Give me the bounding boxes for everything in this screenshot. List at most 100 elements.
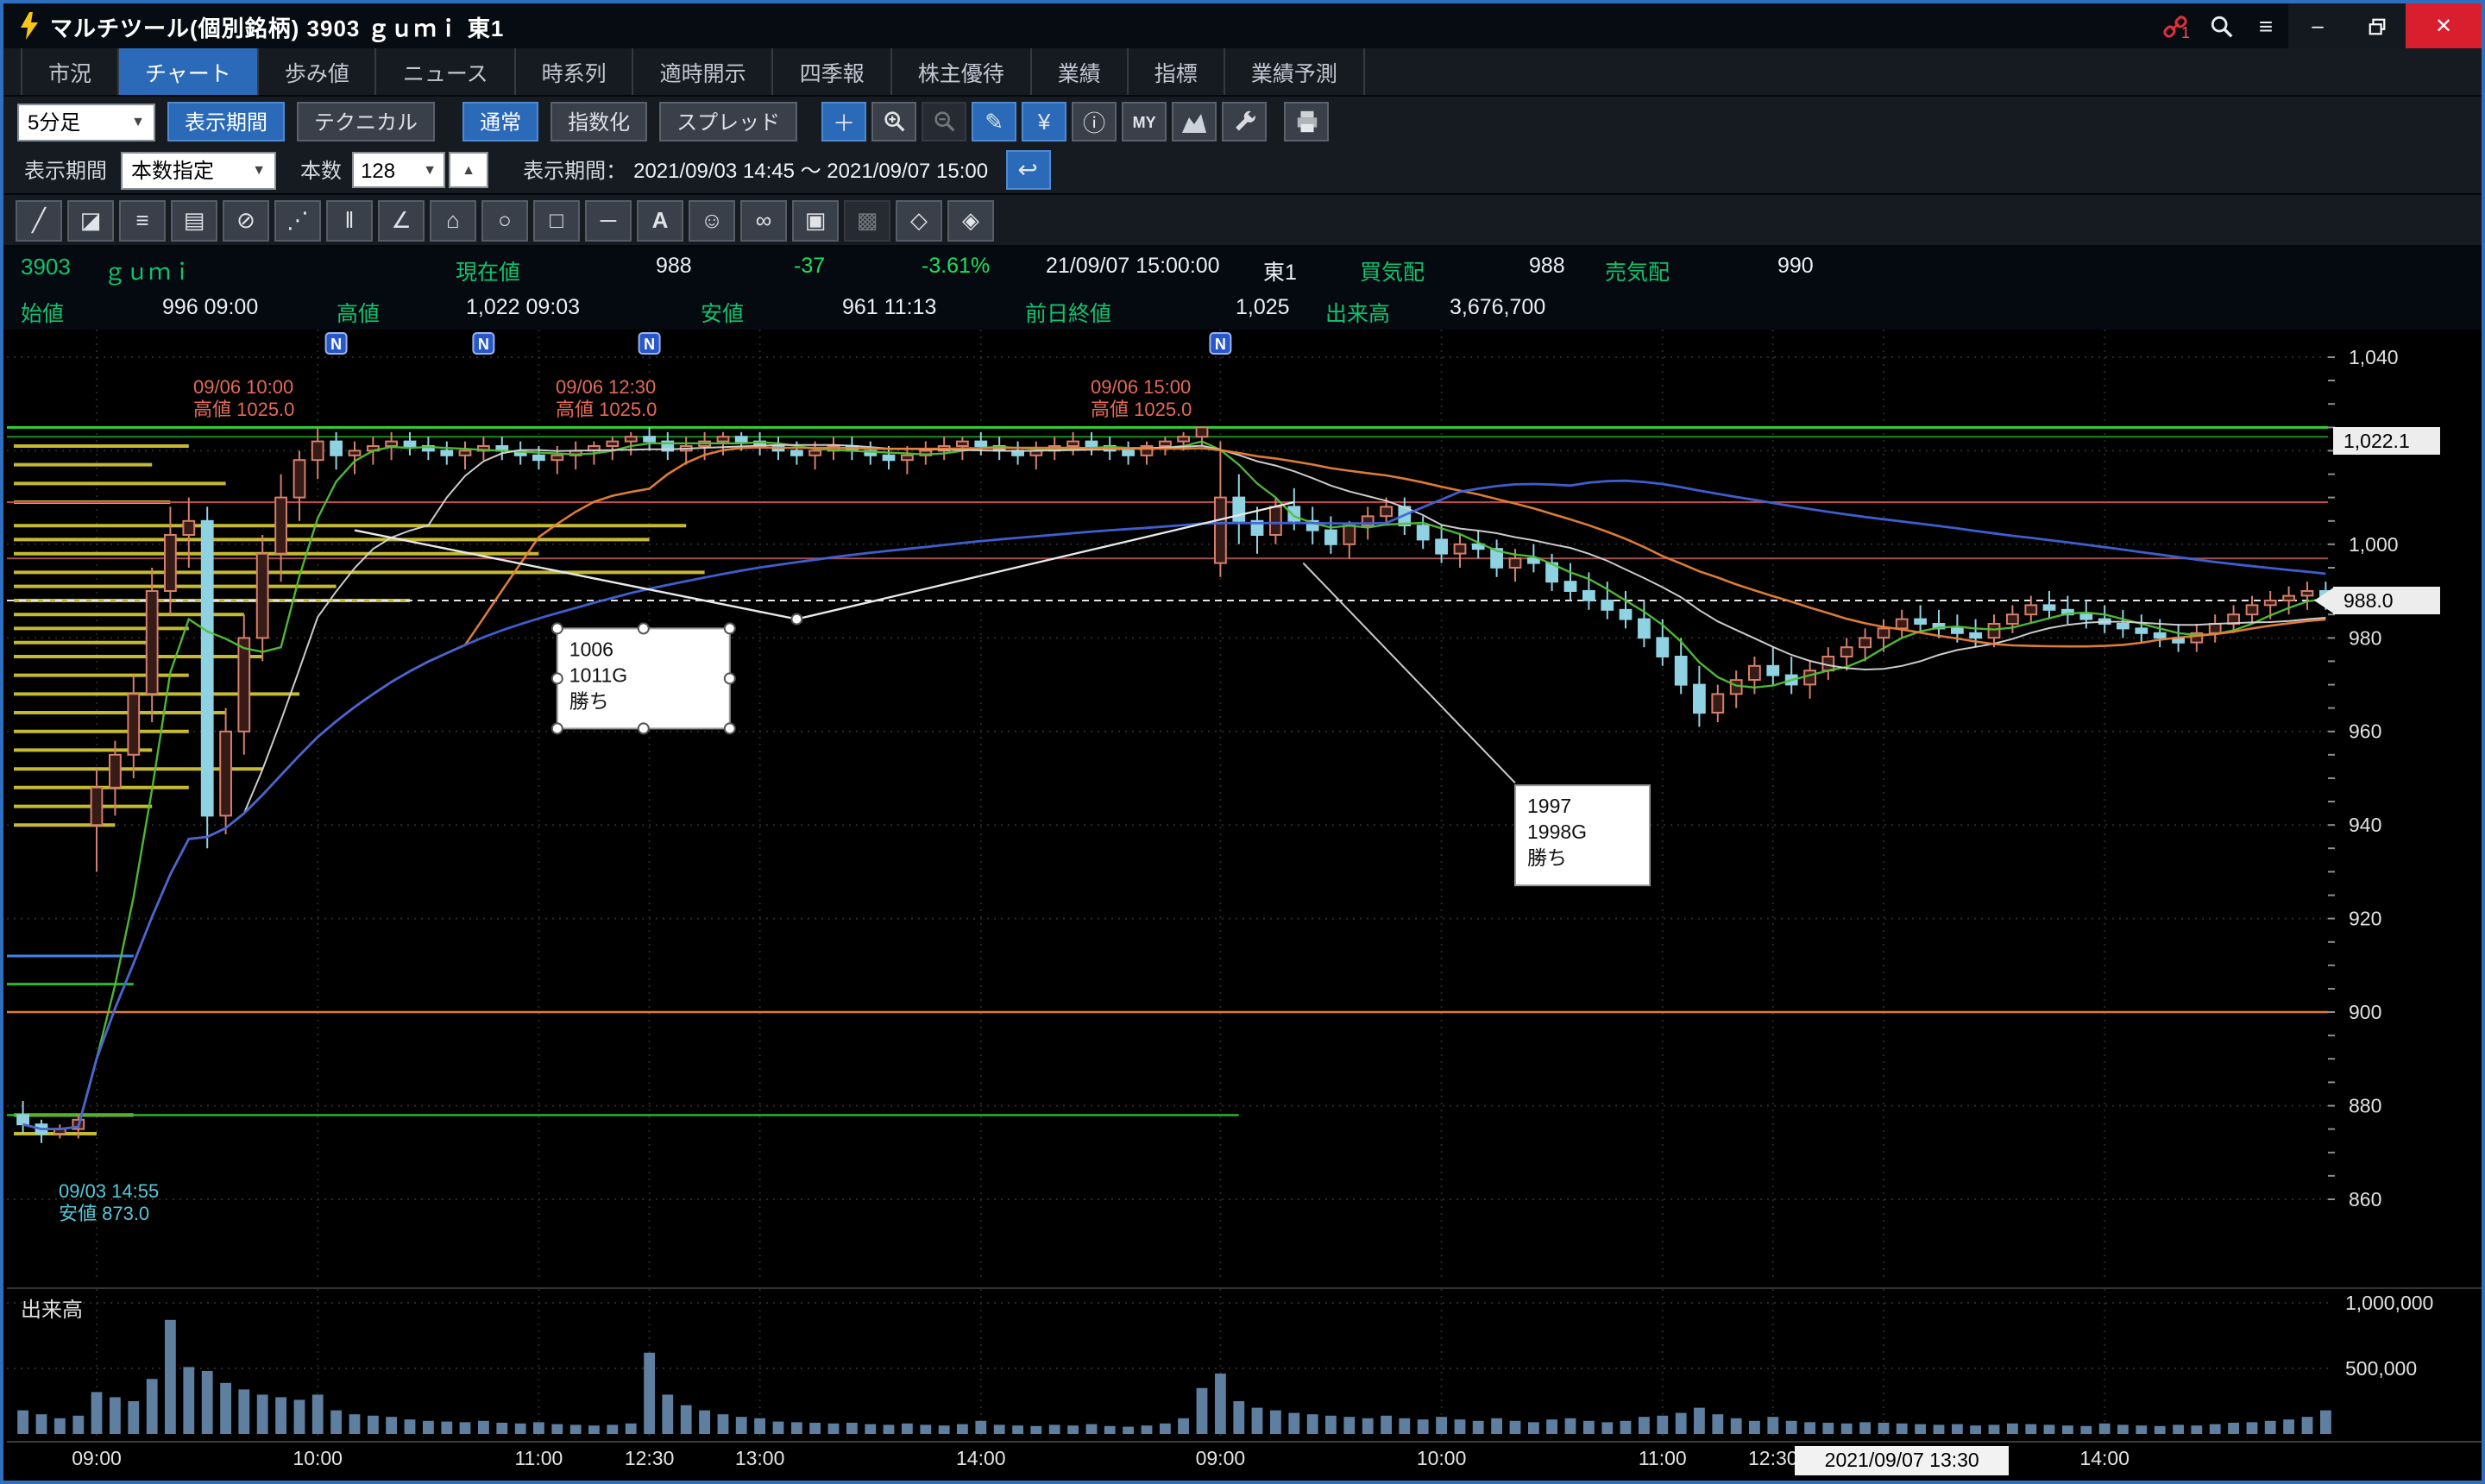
time-tick-label: 10:00 bbox=[293, 1449, 343, 1470]
svg-text:出来高: 出来高 bbox=[21, 1298, 83, 1322]
erase-all-tool[interactable]: ◈ bbox=[947, 199, 994, 241]
volume-label: 出来高 bbox=[1325, 302, 1391, 326]
svg-text:09/06 12:30: 09/06 12:30 bbox=[556, 376, 656, 398]
print-icon[interactable] bbox=[1284, 102, 1330, 141]
indexed-mode-button[interactable]: 指数化 bbox=[550, 102, 648, 141]
selected-time-badge: 2021/09/07 13:30 bbox=[1795, 1446, 2010, 1475]
svg-text:N: N bbox=[644, 336, 655, 353]
svg-text:勝ち: 勝ち bbox=[569, 689, 609, 712]
tab-earnings[interactable]: 業績 bbox=[1032, 48, 1129, 95]
parallel-lines-tool[interactable]: ⋰ bbox=[274, 199, 321, 241]
tab-market[interactable]: 市況 bbox=[21, 48, 120, 95]
copy-object-tool[interactable]: ▣ bbox=[792, 199, 839, 241]
tab-shikiho[interactable]: 四季報 bbox=[774, 48, 892, 95]
interval-select[interactable]: 5分足 ▼ bbox=[17, 103, 155, 141]
tab-ticks[interactable]: 歩み値 bbox=[259, 48, 377, 95]
polygon-tool[interactable]: ⌂ bbox=[430, 199, 476, 241]
svg-text:1,000,000: 1,000,000 bbox=[2345, 1292, 2433, 1314]
low-value: 961 11:13 bbox=[842, 295, 937, 319]
time-axis: 09:00 10:00 11:00 12:30 13:00 14:00 09:00 10:00… bbox=[7, 1441, 2482, 1481]
info-icon[interactable]: ⓘ bbox=[1072, 102, 1117, 141]
svg-text:高値 1025.0: 高値 1025.0 bbox=[193, 399, 294, 420]
menu-icon[interactable]: ≡ bbox=[2258, 12, 2274, 40]
svg-text:勝ち: 勝ち bbox=[1527, 846, 1567, 869]
count-step-up[interactable]: ▲ bbox=[449, 152, 489, 188]
period-toolbar: 表示期間 本数指定 ▼ 本数 128 ▼ ▲ 表示期間： 2021/09/03 14… bbox=[3, 147, 2482, 195]
time-tick-label: 14:00 bbox=[2079, 1449, 2130, 1470]
regression-circle-tool[interactable]: ⊘ bbox=[223, 199, 269, 241]
bid-label: 買気配 bbox=[1360, 261, 1425, 285]
tab-chart[interactable]: チャート bbox=[119, 48, 259, 95]
tab-news[interactable]: ニュース bbox=[377, 48, 516, 95]
bar-count-input[interactable]: 128 ▼ bbox=[352, 152, 446, 188]
vertical-lines-tool[interactable]: ‖ bbox=[326, 199, 373, 241]
svg-text:高値 1025.0: 高値 1025.0 bbox=[1091, 399, 1192, 420]
horizontal-segment-tool[interactable]: ─ bbox=[585, 199, 632, 241]
link-group-icon[interactable]: 1 bbox=[2154, 3, 2199, 48]
svg-text:1998G: 1998G bbox=[1527, 821, 1587, 843]
normal-mode-button[interactable]: 通常 bbox=[462, 102, 539, 141]
chart-area: 1,040 1,000 980 960 940 920 900 880 860 1006 1011G… bbox=[3, 330, 2482, 1481]
draw-pencil-icon[interactable]: ✎ bbox=[972, 102, 1017, 141]
count-label: 本数 bbox=[300, 159, 343, 183]
svg-text:1006: 1006 bbox=[569, 638, 613, 660]
angle-line-tool[interactable]: ∠ bbox=[378, 199, 425, 241]
svg-text:900: 900 bbox=[2349, 1001, 2381, 1023]
time-tick-label: 11:00 bbox=[1638, 1449, 1687, 1470]
svg-text:09/03 14:55: 09/03 14:55 bbox=[59, 1180, 159, 1202]
tab-indicators[interactable]: 指標 bbox=[1129, 48, 1225, 95]
close-button[interactable]: ✕ bbox=[2406, 3, 2482, 48]
rectangle-tool[interactable]: □ bbox=[533, 199, 580, 241]
time-tick-label: 12:30 bbox=[624, 1449, 675, 1470]
svg-text:1997: 1997 bbox=[1527, 795, 1571, 817]
svg-text:N: N bbox=[1215, 336, 1226, 353]
spread-mode-button[interactable]: スプレッド bbox=[659, 102, 798, 141]
restore-button[interactable] bbox=[2347, 3, 2406, 48]
svg-text:880: 880 bbox=[2349, 1095, 2381, 1117]
svg-text:1,022.1: 1,022.1 bbox=[2343, 430, 2410, 452]
svg-text:N: N bbox=[330, 336, 342, 353]
ellipse-tool[interactable]: ○ bbox=[481, 199, 528, 241]
technical-button[interactable]: テクニカル bbox=[297, 102, 436, 141]
crosshair-icon[interactable]: ＋ bbox=[821, 102, 867, 141]
text-tool[interactable]: A bbox=[637, 199, 683, 241]
high-value: 1,022 09:03 bbox=[466, 295, 581, 319]
volume-value: 3,676,700 bbox=[1450, 295, 1546, 319]
zoom-out-icon[interactable] bbox=[922, 102, 967, 141]
tab-timeseries[interactable]: 時系列 bbox=[516, 48, 634, 95]
svg-text:860: 860 bbox=[2349, 1188, 2381, 1210]
search-icon[interactable] bbox=[2199, 3, 2243, 48]
display-period-button[interactable]: 表示期間 bbox=[167, 102, 286, 141]
period-mode-select[interactable]: 本数指定 ▼ bbox=[121, 151, 277, 189]
pattern-fill-tool[interactable]: ▩ bbox=[844, 199, 890, 241]
multi-lines-tool[interactable]: ▤ bbox=[171, 199, 217, 241]
linked-markers-tool[interactable]: ∞ bbox=[740, 199, 787, 241]
tab-benefit[interactable]: 株主優待 bbox=[892, 48, 1032, 95]
quote-row-2: 始値 996 09:00 高値 1,022 09:03 安値 961 11:13… bbox=[3, 288, 2482, 330]
svg-text:安値 873.0: 安値 873.0 bbox=[59, 1203, 149, 1224]
trend-line-tool[interactable]: ╱ bbox=[16, 199, 62, 241]
yen-axis-icon[interactable]: ¥ bbox=[1022, 102, 1067, 141]
brush-tool[interactable]: ◪ bbox=[67, 199, 114, 241]
time-tick-label: 13:00 bbox=[734, 1449, 785, 1470]
zoom-in-icon[interactable] bbox=[871, 102, 917, 141]
volume-chart[interactable]: 1,000,000 500,000 出来高 bbox=[7, 1287, 2482, 1441]
tab-bar: 市況 チャート 歩み値 ニュース 時系列 適時開示 四季報 株主優待 業績 指標… bbox=[3, 48, 2482, 97]
title-bar: マルチツール(個別銘柄) 3903 ｇｕｍｉ 東1 1 ≡ – ✕ bbox=[3, 3, 2482, 48]
high-label: 高値 bbox=[337, 302, 381, 326]
settings-wrench-icon[interactable] bbox=[1222, 102, 1268, 141]
horizontal-lines-tool[interactable]: ≡ bbox=[119, 199, 166, 241]
icon-stamp-tool[interactable]: ☺ bbox=[689, 199, 735, 241]
my-chart-icon[interactable]: MY bbox=[1122, 102, 1167, 141]
svg-text:940: 940 bbox=[2349, 814, 2381, 836]
erase-object-tool[interactable]: ◇ bbox=[896, 199, 942, 241]
tab-forecast[interactable]: 業績予測 bbox=[1225, 48, 1365, 95]
candlestick-chart[interactable]: 1,040 1,000 980 960 940 920 900 880 860 1006 1011G… bbox=[7, 330, 2482, 1279]
time-tick-label: 11:00 bbox=[514, 1449, 563, 1470]
minimize-button[interactable]: – bbox=[2288, 3, 2347, 48]
tab-disclosure[interactable]: 適時開示 bbox=[634, 48, 774, 95]
last-price: 988 bbox=[656, 254, 692, 278]
undo-icon[interactable]: ↩ bbox=[1005, 150, 1051, 190]
mountain-chart-icon[interactable] bbox=[1172, 102, 1217, 141]
app-bolt-icon bbox=[21, 12, 38, 40]
